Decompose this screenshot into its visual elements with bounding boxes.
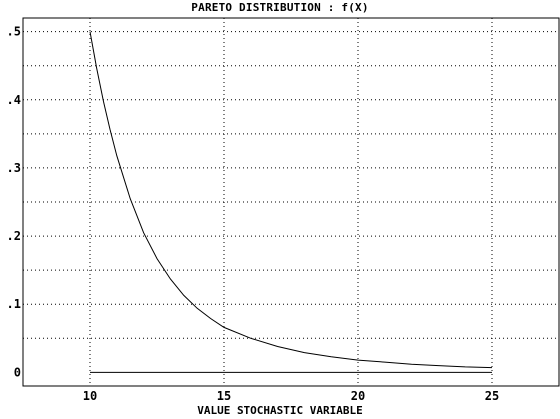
x-tick-label: 25 bbox=[485, 389, 499, 403]
y-tick-label: .2 bbox=[7, 229, 21, 243]
y-tick-label: 0 bbox=[14, 365, 21, 379]
y-tick-label: .5 bbox=[7, 25, 21, 39]
data-series bbox=[89, 31, 493, 373]
y-tick-label: .4 bbox=[7, 93, 21, 107]
x-tick-label: 15 bbox=[217, 389, 231, 403]
x-axis-label: VALUE STOCHASTIC VARIABLE bbox=[197, 404, 363, 417]
x-tick-label: 10 bbox=[83, 389, 97, 403]
y-tick-label: .3 bbox=[7, 161, 21, 175]
grid-lines bbox=[23, 18, 559, 386]
tick-labels: 0 .1 .2 .3 .4 .5 10 15 20 25 bbox=[7, 25, 500, 403]
x-tick-label: 20 bbox=[351, 389, 365, 403]
density-curve bbox=[89, 31, 493, 369]
y-tick-label: .1 bbox=[7, 297, 21, 311]
plot-frame bbox=[22, 17, 560, 387]
chart-title: PARETO DISTRIBUTION : f(X) bbox=[191, 1, 369, 14]
